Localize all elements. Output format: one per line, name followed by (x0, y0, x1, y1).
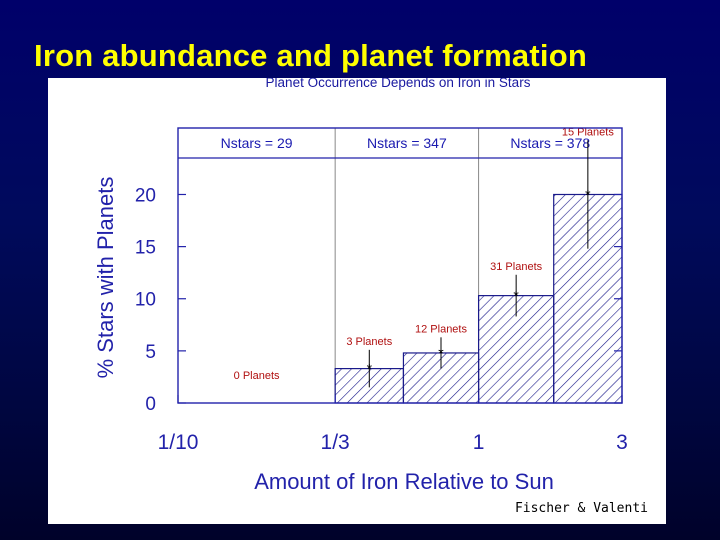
x-axis-label: Amount of Iron Relative to Sun (254, 469, 554, 494)
y-tick-label: 15 (135, 238, 156, 259)
y-axis-label: % Stars with Planets (93, 177, 118, 379)
plot-frame (177, 127, 623, 404)
planet-count-label: 31 Planets (490, 261, 542, 273)
chart-svg: Planet Occurrence Depends on Iron in Sta… (93, 78, 648, 516)
data-point-marker: * (585, 186, 591, 202)
planet-count-label: 0 Planets (234, 370, 280, 382)
plot-title: Planet Occurrence Depends on Iron in Sta… (266, 78, 531, 90)
credit-text: Fischer & Valenti (515, 501, 648, 516)
x-tick-label: 1/3 (321, 431, 350, 454)
planet-count-label: 3 Planets (346, 336, 392, 348)
nstars-label: Nstars = 29 (221, 135, 293, 151)
chart-figure: Planet Occurrence Depends on Iron in Sta… (48, 78, 666, 524)
data-point-marker: * (367, 361, 373, 377)
nstars-label: Nstars = 378 (510, 135, 590, 151)
x-tick-label: 1 (473, 431, 485, 454)
y-tick-label: 10 (135, 290, 156, 311)
y-tick-label: 20 (135, 185, 156, 206)
planet-count-label: 15 Planets (562, 126, 614, 138)
data-point-marker: * (438, 345, 444, 361)
x-tick-label: 1/10 (158, 431, 199, 454)
x-tick-label: 3 (616, 431, 628, 454)
data-point-marker: * (513, 288, 519, 304)
planet-count-label: 12 Planets (415, 323, 467, 335)
slide-title: Iron abundance and planet formation (34, 38, 587, 73)
y-tick-label: 0 (145, 394, 156, 415)
y-tick-label: 5 (145, 342, 156, 363)
nstars-label: Nstars = 347 (367, 135, 447, 151)
